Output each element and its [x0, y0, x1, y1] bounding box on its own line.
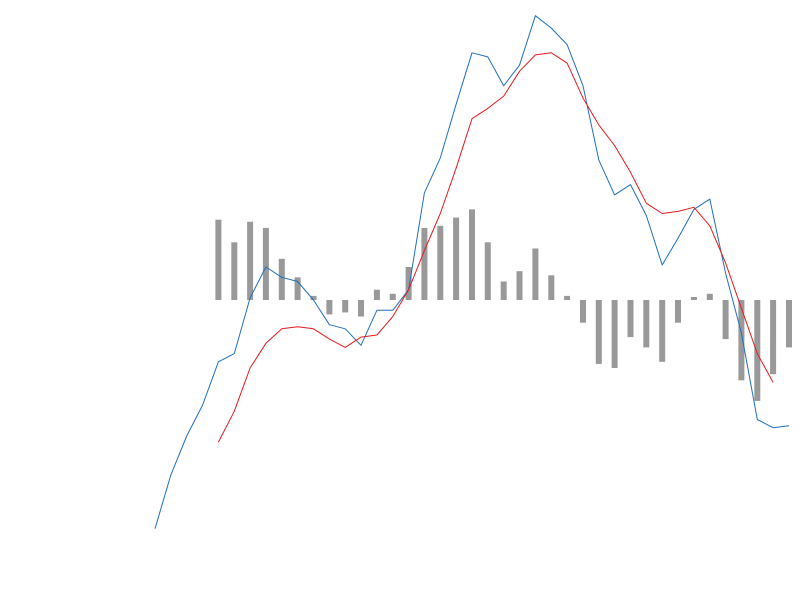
histogram-bar	[754, 300, 761, 401]
signal-line	[217, 52, 774, 443]
histogram-bar	[389, 293, 396, 300]
histogram-bar	[310, 295, 317, 300]
histogram-bar	[675, 300, 681, 323]
histogram-bar	[247, 221, 254, 300]
histogram-bar	[738, 300, 745, 381]
histogram-bar	[215, 219, 222, 300]
histogram-bar	[405, 267, 412, 300]
histogram-bar	[231, 242, 238, 300]
histogram-bar	[278, 258, 285, 300]
macd-line	[154, 15, 790, 529]
histogram-bar	[373, 289, 380, 300]
histogram-bar	[690, 297, 697, 300]
histogram-bar	[786, 300, 792, 348]
histogram-bar	[262, 227, 269, 300]
histogram-bar	[294, 277, 301, 300]
histogram-bar	[722, 300, 729, 340]
histogram-bar	[342, 300, 349, 313]
histogram-bar	[437, 225, 444, 300]
histogram-bar	[532, 248, 539, 300]
histogram-bar	[627, 300, 634, 338]
histogram-bar	[326, 300, 333, 315]
histogram-bar	[770, 300, 777, 375]
histogram-bar	[548, 275, 555, 300]
histogram-bar	[500, 281, 507, 300]
histogram-layer	[215, 209, 792, 401]
histogram-bar	[484, 242, 491, 300]
histogram-bar	[469, 209, 475, 300]
histogram-bar	[564, 295, 571, 300]
histogram-bar	[595, 300, 602, 364]
histogram-bar	[358, 300, 364, 317]
lines-layer	[154, 15, 790, 529]
histogram-bar	[643, 300, 650, 348]
histogram-bar	[659, 300, 666, 362]
histogram-bar	[706, 293, 713, 300]
histogram-bar	[421, 227, 428, 300]
histogram-bar	[453, 217, 460, 300]
histogram-bar	[516, 271, 523, 300]
histogram-bar	[611, 300, 618, 368]
histogram-bar	[580, 300, 586, 323]
